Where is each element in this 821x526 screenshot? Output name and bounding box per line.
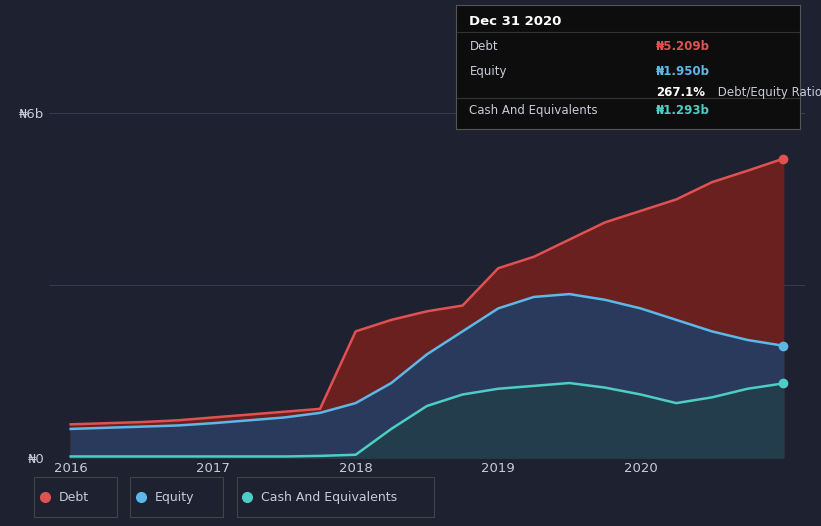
Text: Equity: Equity [470,65,507,78]
Text: Cash And Equivalents: Cash And Equivalents [261,491,397,503]
Text: Debt: Debt [470,40,498,53]
Text: Equity: Equity [154,491,194,503]
Text: Cash And Equivalents: Cash And Equivalents [470,104,598,117]
Text: Debt: Debt [58,491,89,503]
Text: ₦1.293b: ₦1.293b [656,104,709,117]
Text: ₦1.950b: ₦1.950b [656,65,709,78]
Text: Debt/Equity Ratio: Debt/Equity Ratio [714,86,821,98]
Text: Dec 31 2020: Dec 31 2020 [470,15,562,28]
Text: 267.1%: 267.1% [656,86,704,98]
Text: ₦5.209b: ₦5.209b [656,40,709,53]
